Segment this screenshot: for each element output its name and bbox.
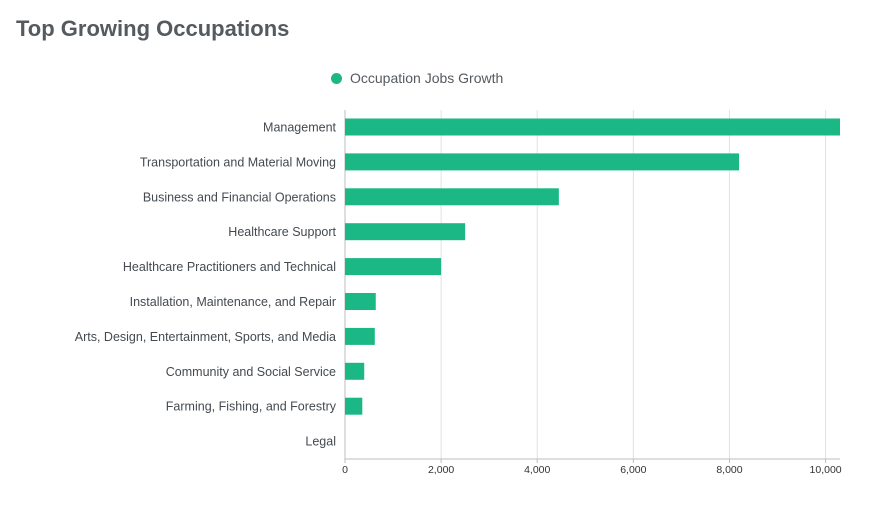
legend-label: Occupation Jobs Growth: [350, 70, 504, 86]
category-label: Arts, Design, Entertainment, Sports, and…: [75, 330, 336, 344]
bar[interactable]: [345, 258, 442, 276]
category-label: Installation, Maintenance, and Repair: [130, 295, 336, 309]
x-tick-label: 6,000: [620, 464, 646, 476]
category-label: Healthcare Support: [228, 225, 336, 239]
category-label: Transportation and Material Moving: [140, 155, 336, 169]
category-label: Community and Social Service: [166, 365, 336, 379]
x-tick-label: 4,000: [524, 464, 550, 476]
category-label: Farming, Fishing, and Forestry: [166, 400, 337, 414]
bar[interactable]: [345, 153, 740, 171]
legend-dot-icon: [331, 72, 342, 84]
page-title: Top Growing Occupations: [16, 16, 290, 41]
x-tick-label: 10,000: [810, 464, 842, 476]
legend-item-occupation-jobs-growth[interactable]: Occupation Jobs Growth: [331, 70, 503, 86]
category-label: Healthcare Practitioners and Technical: [123, 260, 336, 274]
bar[interactable]: [345, 223, 466, 241]
bar[interactable]: [345, 293, 376, 310]
bar[interactable]: [345, 118, 840, 136]
bar[interactable]: [345, 362, 365, 380]
chart-legend: Occupation Jobs Growth: [0, 70, 886, 90]
category-label: Business and Financial Operations: [143, 190, 336, 204]
bar[interactable]: [345, 397, 363, 415]
x-tick-label: 8,000: [716, 464, 742, 476]
bar[interactable]: [345, 188, 559, 206]
category-label: Management: [263, 121, 336, 135]
bar[interactable]: [345, 327, 375, 345]
category-label: Legal: [305, 435, 336, 449]
x-tick-label: 2,000: [428, 464, 454, 476]
x-tick-label: 0: [342, 464, 348, 476]
